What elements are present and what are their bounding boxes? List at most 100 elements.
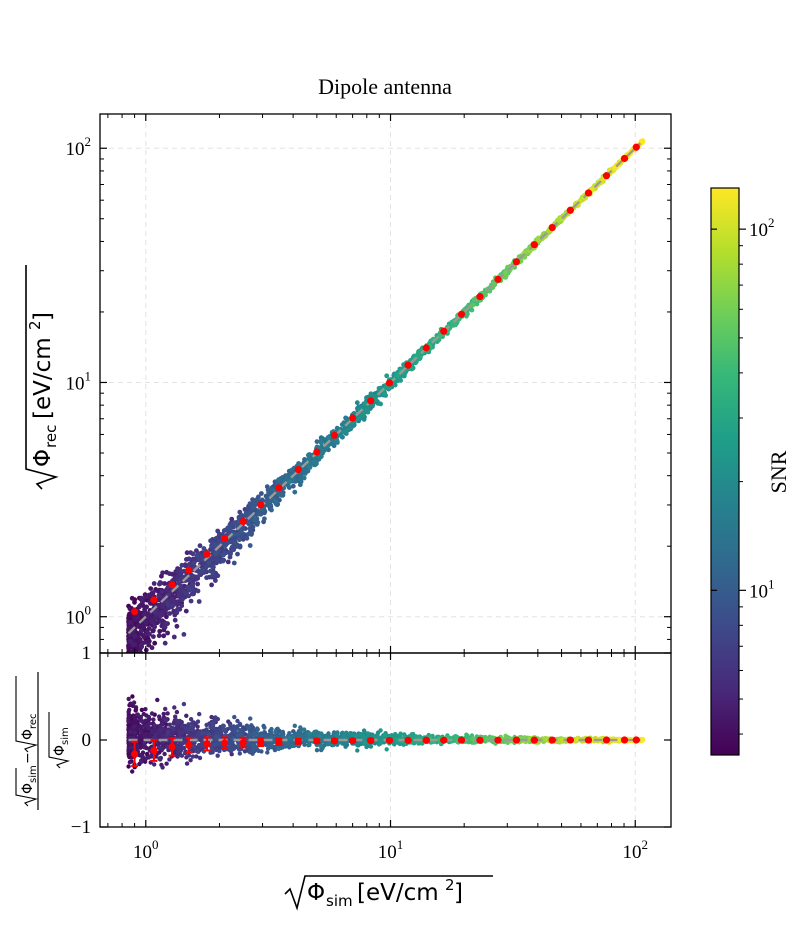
scatter-point: [155, 666, 160, 671]
scatter-point: [236, 514, 242, 520]
binned-mean-point: [530, 241, 538, 249]
scatter-point: [343, 415, 348, 421]
residual-scatter-point: [179, 753, 185, 758]
scatter-point: [297, 482, 303, 488]
scatter-point: [174, 602, 180, 608]
residual-scatter-point: [250, 743, 256, 749]
residual-scatter-point: [378, 740, 384, 745]
residual-scatter-point: [135, 727, 140, 733]
scatter-point: [259, 491, 264, 496]
residual-scatter-point: [174, 709, 180, 715]
residual-scatter-point: [158, 728, 163, 734]
scatter-point: [210, 570, 216, 576]
scatter-point: [365, 406, 371, 412]
scatter-point: [382, 391, 388, 397]
residual-scatter-point: [133, 717, 138, 723]
residual-scatter-point: [382, 733, 387, 738]
scatter-point: [256, 507, 262, 513]
scatter-point: [247, 522, 253, 527]
scatter-point: [214, 557, 220, 562]
residual-scatter-point: [157, 756, 162, 761]
scatter-point: [318, 440, 324, 445]
residual-scatter-point: [194, 754, 199, 759]
residual-scatter-point: [231, 746, 237, 751]
scatter-point: [181, 568, 187, 574]
scatter-point: [186, 556, 192, 562]
residual-scatter-point: [155, 697, 160, 703]
scatter-point: [401, 373, 407, 379]
scatter-point: [354, 400, 360, 406]
scatter-point: [237, 537, 242, 543]
residual-scatter-point: [126, 718, 131, 723]
binned-mean-point: [221, 534, 229, 542]
residual-scatter-point: [188, 758, 193, 763]
scatter-point: [129, 595, 135, 601]
scatter-point: [163, 621, 169, 626]
scatter-point: [311, 459, 317, 465]
residual-scatter-point: [269, 726, 274, 732]
scatter-point: [287, 479, 292, 484]
binned-mean-point: [130, 608, 139, 616]
scatter-point: [127, 682, 132, 687]
scatter-point: [135, 657, 140, 662]
residual-scatter-point: [237, 727, 242, 733]
scatter-point: [195, 588, 201, 594]
residual-scatter-point: [318, 743, 324, 748]
scatter-point: [191, 560, 197, 566]
residual-scatter-point: [246, 725, 251, 730]
residual-scatter-point: [149, 728, 155, 734]
scatter-point: [133, 666, 138, 671]
residual-mean-point: [239, 739, 247, 747]
scatter-point: [298, 476, 303, 482]
scatter-point: [213, 578, 218, 583]
residual-scatter-point: [130, 735, 135, 740]
scatter-point: [527, 248, 533, 254]
binned-mean-point: [632, 143, 640, 151]
residual-scatter-point: [126, 696, 131, 702]
scatter-point: [266, 490, 271, 495]
scatter-point: [503, 275, 508, 280]
residual-scatter-point: [177, 729, 182, 734]
scatter-point: [157, 618, 163, 624]
residual-scatter-point: [284, 742, 290, 747]
residual-scatter-point: [220, 723, 226, 728]
residual-mean-point: [130, 750, 139, 758]
residual-scatter-point: [147, 721, 152, 726]
residual-scatter-point: [187, 733, 192, 738]
residual-scatter-point: [180, 723, 185, 729]
scatter-point: [251, 517, 257, 523]
residual-scatter-point: [173, 714, 178, 719]
residual-scatter-point: [280, 745, 285, 750]
scatter-point: [156, 633, 162, 639]
residual-scatter-point: [231, 743, 236, 748]
residual-scatter-point: [181, 745, 187, 751]
residual-scatter-point: [232, 729, 238, 734]
residual-scatter-point: [149, 711, 155, 716]
residual-scatter-point: [164, 722, 169, 727]
residual-scatter-point: [178, 748, 183, 754]
residual-scatter-point: [265, 750, 270, 755]
residual-scatter-point: [213, 715, 218, 720]
residual-scatter-point: [273, 729, 278, 735]
scatter-point: [269, 507, 274, 513]
scatter-point: [246, 531, 252, 537]
scatter-point: [225, 559, 231, 565]
residual-scatter-point: [172, 705, 177, 710]
scatter-point: [128, 660, 133, 665]
residual-scatter-point: [221, 727, 226, 733]
scatter-point: [197, 543, 203, 549]
residual-scatter-point: [138, 729, 144, 735]
scatter-point: [211, 564, 216, 570]
residual-scatter-point: [237, 751, 242, 756]
residual-scatter-point: [153, 729, 159, 734]
residual-scatter-point: [133, 705, 139, 710]
residual-scatter-point: [167, 722, 172, 727]
scatter-point: [274, 496, 280, 501]
scatter-point: [302, 471, 308, 476]
scatter-point: [237, 544, 243, 550]
residual-scatter-point: [343, 731, 348, 736]
scatter-point: [132, 683, 137, 688]
residual-mean-point: [185, 741, 193, 749]
scatter-point: [175, 606, 181, 612]
residual-scatter-point: [139, 759, 144, 764]
